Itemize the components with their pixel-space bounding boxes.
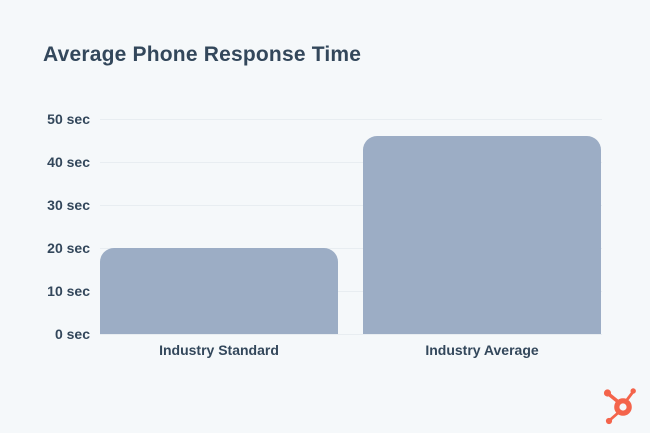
- y-tick-label: 20 sec: [47, 240, 90, 256]
- y-gridline: [100, 248, 602, 249]
- y-gridline: [100, 291, 602, 292]
- y-tick-label: 10 sec: [47, 283, 90, 299]
- bar-industry-average: [363, 136, 601, 334]
- hubspot-sprocket-icon: [603, 388, 636, 425]
- y-gridline: [100, 162, 602, 163]
- bar-industry-standard: [100, 248, 338, 334]
- y-tick-label: 30 sec: [47, 197, 90, 213]
- chart-title: Average Phone Response Time: [43, 43, 362, 66]
- y-tick-label: 0 sec: [54, 326, 90, 342]
- y-gridline: [100, 119, 602, 120]
- y-gridline: [100, 334, 602, 335]
- y-tick-label: 50 sec: [47, 111, 90, 127]
- y-gridline: [100, 205, 602, 206]
- x-category-label: Industry Average: [425, 342, 539, 358]
- y-tick-label: 40 sec: [47, 154, 90, 170]
- x-category-label: Industry Standard: [159, 342, 279, 358]
